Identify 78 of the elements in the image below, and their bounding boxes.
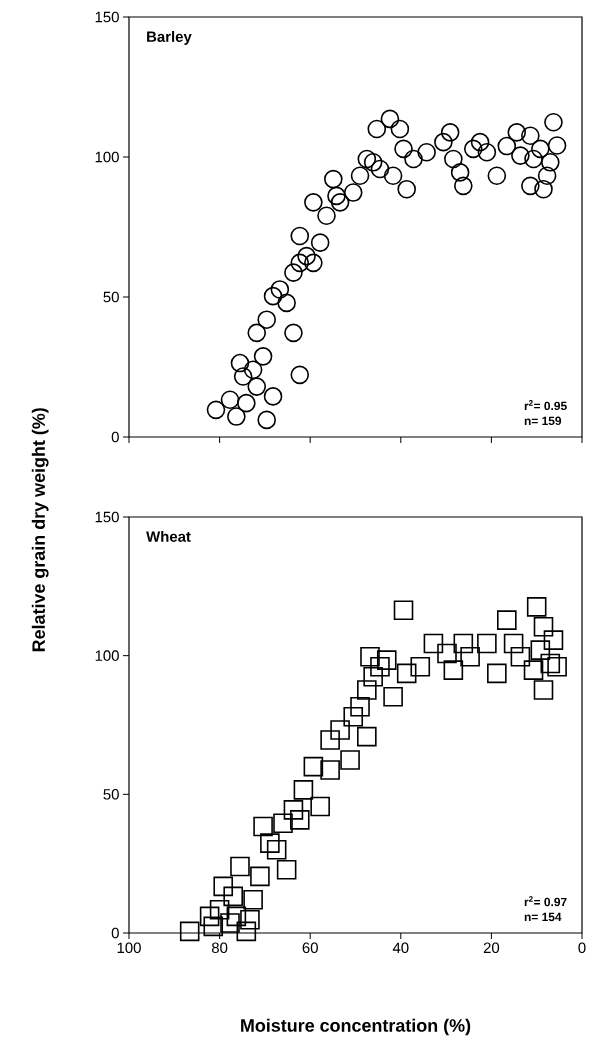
point	[230, 856, 250, 877]
point	[226, 906, 247, 927]
text: Wheat	[146, 530, 191, 542]
point	[503, 633, 524, 654]
point	[283, 800, 304, 820]
point	[396, 663, 417, 684]
point	[340, 750, 360, 770]
point	[303, 756, 324, 777]
point	[260, 833, 280, 853]
point	[547, 656, 567, 677]
point	[330, 720, 350, 740]
point	[276, 859, 297, 880]
point	[266, 840, 287, 860]
point	[253, 816, 273, 837]
y-tick-label: 0	[111, 927, 119, 939]
y-axis-title: Relative grain dry weight (%)	[31, 408, 49, 652]
point	[543, 630, 564, 650]
point	[510, 646, 531, 667]
y-tick-label: 0	[111, 431, 119, 443]
annotation: n= 159	[524, 416, 562, 426]
point	[453, 633, 474, 654]
x-tick-label: 60	[302, 942, 318, 954]
point	[179, 921, 200, 942]
x-axis-title: Moisture concentration (%)	[241, 1018, 471, 1036]
point	[360, 646, 380, 667]
point	[236, 921, 257, 942]
point	[273, 813, 293, 833]
point	[343, 706, 364, 727]
point	[410, 656, 431, 677]
point	[357, 680, 377, 700]
point	[350, 696, 370, 717]
point	[523, 660, 544, 680]
point	[310, 796, 330, 817]
point	[423, 633, 444, 654]
annotation: n= 154	[524, 912, 562, 922]
point	[533, 680, 554, 700]
y-tick-label: 150	[95, 511, 119, 523]
point	[437, 643, 457, 664]
x-tick-label: 40	[392, 942, 409, 954]
point	[530, 640, 551, 660]
point	[540, 653, 561, 674]
point	[289, 810, 310, 830]
point	[240, 909, 260, 930]
point	[363, 666, 383, 687]
point	[243, 889, 263, 910]
point	[370, 656, 390, 677]
annotation: r$^{2}$= 0.95	[524, 400, 567, 411]
annotation: r$^{2}$= 0.97	[524, 896, 567, 907]
point	[213, 876, 234, 897]
point	[209, 899, 230, 920]
point	[203, 916, 224, 937]
point	[526, 597, 547, 617]
point	[477, 633, 497, 654]
point	[533, 617, 554, 637]
y-tick-label: 100	[95, 650, 119, 661]
point	[460, 646, 480, 667]
point	[487, 663, 507, 684]
point	[223, 886, 243, 907]
x-tick-label: 0	[578, 942, 586, 954]
y-tick-label: 100	[95, 151, 119, 163]
point	[497, 610, 517, 630]
x-tick-label: 80	[211, 942, 228, 954]
y-tick-label: 50	[103, 291, 119, 303]
point	[250, 866, 270, 887]
point	[320, 760, 340, 780]
point	[376, 650, 397, 670]
point	[293, 780, 314, 800]
point	[320, 730, 340, 750]
point	[357, 726, 377, 747]
text: Barley	[147, 31, 192, 45]
point	[220, 913, 240, 933]
y-tick-label: 50	[103, 789, 119, 800]
y-tick-label: 150	[95, 11, 119, 23]
point	[383, 686, 403, 707]
point	[443, 660, 464, 680]
point	[393, 600, 414, 620]
point	[199, 906, 220, 927]
x-tick-label: 20	[483, 942, 500, 954]
